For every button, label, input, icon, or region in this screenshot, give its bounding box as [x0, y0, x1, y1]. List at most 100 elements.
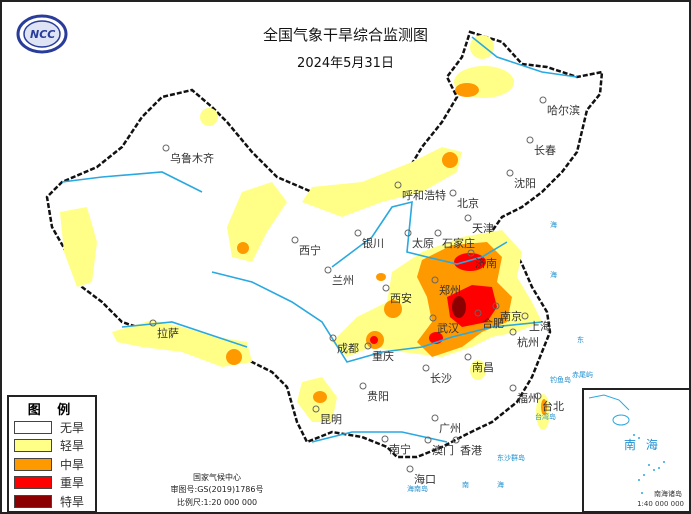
hainan-label: 海南岛: [407, 484, 428, 493]
city-label: 南京: [500, 309, 522, 323]
city-marker: [431, 276, 439, 284]
drought-extreme: [452, 296, 466, 318]
inset-islands: [588, 394, 665, 494]
drought-moderate: [455, 83, 479, 97]
legend-label: 无旱: [60, 420, 85, 435]
city-marker: [521, 312, 529, 320]
city-marker: [526, 136, 534, 144]
drought-light: [302, 147, 462, 217]
city-marker: [434, 229, 442, 237]
city-label: 兰州: [332, 274, 354, 287]
drought-light: [470, 360, 486, 380]
city-label: 北京: [457, 196, 479, 210]
drought-moderate: [376, 273, 386, 281]
drought-light: [60, 207, 97, 287]
rivers: [61, 36, 578, 443]
agency-credit: 国家气候中心: [193, 473, 241, 482]
city-label: 长春: [534, 144, 556, 157]
city-label: 济南: [475, 256, 497, 270]
south-sea-islands-label: 南海诸岛: [654, 490, 682, 498]
city-label: 海口: [414, 472, 436, 486]
taiwan-label: 台湾岛: [535, 412, 556, 421]
inset-scale: 1:40 000 000: [637, 500, 684, 508]
legend-label: 特旱: [60, 494, 85, 509]
city-marker: [464, 353, 472, 361]
city-label: 武汉: [437, 322, 459, 335]
city-label: 石家庄: [442, 236, 475, 250]
legend-label: 重旱: [60, 476, 85, 491]
city-marker: [422, 364, 430, 372]
ncc-logo: NCC: [16, 14, 68, 54]
sea-label: 东: [577, 335, 584, 344]
city-label: 杭州: [517, 335, 539, 349]
drought-severe: [370, 336, 378, 344]
drought-light: [227, 182, 287, 262]
city-marker: [474, 309, 482, 317]
city-label: 昆明: [320, 413, 342, 426]
city-marker: [534, 392, 542, 400]
city-marker: [431, 414, 439, 422]
legend-item: 特旱: [9, 492, 95, 511]
city-label: 天津: [472, 222, 494, 235]
city-marker: [424, 436, 432, 444]
drought-moderate: [384, 300, 402, 318]
svg-text:NCC: NCC: [30, 28, 55, 41]
city-marker: [492, 302, 500, 310]
drought-moderate: [226, 349, 242, 365]
south-china-sea-inset: 南 海 南海诸岛 1:40 000 000: [582, 388, 689, 512]
city-marker: [509, 328, 517, 336]
city-label: 重庆: [372, 349, 394, 363]
city-label: 上海: [529, 319, 551, 333]
city-marker: [452, 436, 460, 444]
city-label: 广州: [439, 422, 461, 435]
drought-light: [200, 108, 218, 126]
city-label: 银川: [362, 236, 384, 250]
legend-item: 重旱: [9, 474, 95, 493]
sea-label: 海: [497, 480, 504, 489]
legend-swatch: [14, 476, 52, 490]
city-label: 拉萨: [157, 326, 179, 340]
city-label: 合肥: [482, 316, 504, 330]
legend-swatch: [14, 457, 52, 471]
legend-label: 中旱: [60, 457, 85, 472]
city-marker: [291, 236, 299, 244]
sea-label: 南: [462, 480, 469, 489]
city-marker: [364, 342, 372, 350]
sea-label: 海: [550, 220, 557, 229]
drought-light: [112, 320, 252, 367]
city-label: 乌鲁木齐: [170, 151, 214, 165]
review-number: 审图号:GS(2019)1786号: [170, 485, 264, 494]
city-label: 郑州: [439, 283, 461, 297]
city-marker: [506, 169, 514, 177]
city-label: 哈尔滨: [547, 103, 580, 117]
city-marker: [406, 465, 414, 473]
city-label: 香港: [460, 444, 482, 457]
city-marker: [354, 229, 362, 237]
city-label: 南昌: [472, 361, 494, 374]
drought-moderate: [313, 391, 327, 403]
legend-item: 轻旱: [9, 437, 95, 456]
city-label: 成都: [337, 342, 359, 355]
legend: 图 例 无旱 轻旱 中旱 重旱 特旱: [7, 395, 97, 512]
dongsha-label: 东沙群岛: [497, 453, 525, 462]
city-label: 西宁: [299, 243, 321, 257]
city-marker: [467, 249, 475, 257]
city-marker: [449, 189, 457, 197]
city-marker: [404, 229, 412, 237]
city-marker: [509, 384, 517, 392]
sea-label: 海: [550, 270, 557, 279]
city-marker: [149, 319, 157, 327]
city-label: 南宁: [389, 442, 411, 456]
legend-swatch: [14, 494, 52, 508]
city-label: 贵阳: [367, 390, 389, 403]
city-marker: [394, 181, 402, 189]
map-date: 2024年5月31日: [297, 56, 394, 71]
legend-swatch: [14, 420, 52, 434]
city-marker: [329, 334, 337, 342]
drought-moderate: [237, 242, 249, 254]
legend-label: 轻旱: [60, 439, 85, 454]
city-marker: [324, 266, 332, 274]
city-marker: [381, 435, 389, 443]
